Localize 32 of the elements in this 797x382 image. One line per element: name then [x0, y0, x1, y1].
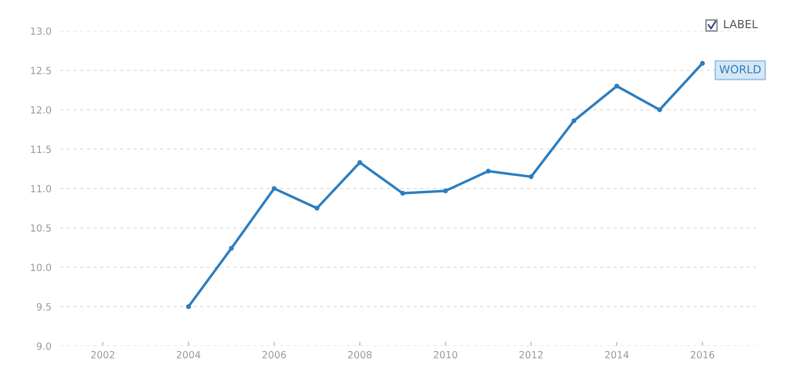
y-tick-label: 13.0 [31, 27, 52, 35]
point [657, 107, 662, 112]
point [486, 168, 491, 174]
series-label: WORLD [720, 65, 761, 74]
x-tick-label: 2012 [519, 351, 543, 358]
text: LABEL [724, 20, 758, 28]
y-tick-label: 12.5 [31, 66, 51, 74]
point [443, 188, 448, 194]
y-tick-label: 9.0 [36, 342, 52, 350]
y-tick-label: 12.0 [31, 106, 52, 114]
point [572, 118, 576, 124]
y-tick-label: 9.5 [36, 303, 51, 310]
point [314, 206, 320, 211]
x-tick-label: 2014 [605, 351, 629, 358]
x-tick-label: 2008 [348, 351, 372, 358]
y-tick-label: 11.0 [31, 184, 52, 192]
point [614, 84, 620, 89]
x-tick-label: 2002 [91, 351, 114, 358]
point [400, 190, 406, 196]
point [700, 60, 705, 66]
y-tick-label: 11.5 [31, 146, 51, 153]
point [228, 246, 234, 251]
y-tick-label: 10.5 [31, 224, 51, 232]
x-tick-label: 2016 [690, 351, 714, 358]
x-tick-label: 2006 [262, 351, 286, 358]
point [357, 160, 362, 165]
x-tick-label: 2010 [434, 351, 458, 358]
y-tick-label: 10.0 [31, 264, 52, 272]
point [272, 186, 277, 191]
point [186, 304, 191, 310]
x-tick-label: 2004 [176, 351, 200, 358]
point [528, 174, 534, 180]
